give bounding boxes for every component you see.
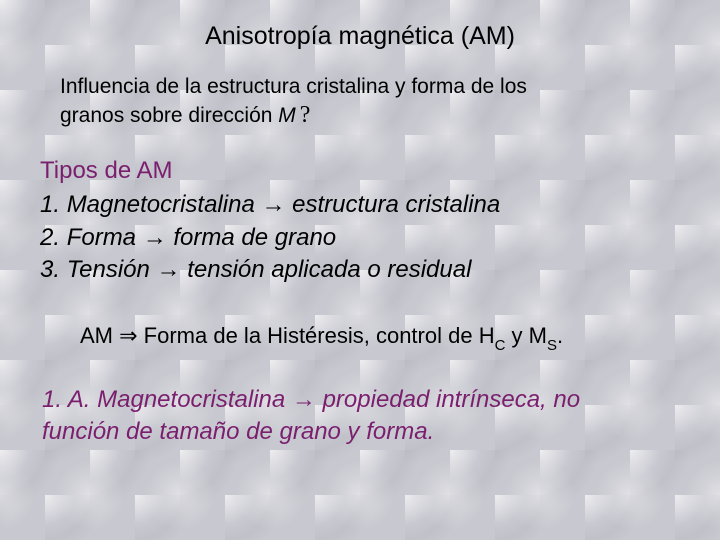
am-sub-hc: C [495,337,506,354]
tipos-3-num: 3. [40,256,60,283]
tipos-item-1: 1. Magnetocristalina → estructura crista… [40,189,680,221]
am-end: . [557,323,563,348]
magnetocristalina-note: 1. A. Magnetocristalina → propiedad intr… [42,384,660,449]
am-sub-ms: S [547,337,557,354]
tipos-item-3: 3. Tensión → tensión aplicada o residual [40,254,680,286]
intro-question: ? [300,102,311,128]
slide-title: Anisotropía magnética (AM) [40,22,680,51]
tipos-1-desc: estructura cristalina [292,191,500,218]
am-mid2: y M [505,323,547,348]
tipos-list: 1. Magnetocristalina → estructura crista… [40,189,680,286]
am-consequence: AM ⇒ Forma de la Histéresis, control de … [80,323,680,352]
arrow-icon: → [292,386,316,413]
intro-M: M [278,104,296,127]
tipos-heading: Tipos de AM [40,157,680,185]
intro-line1: Influencia de la estructura cristalina y… [60,75,527,98]
am-mid: Forma de la Histéresis, control de H [138,323,495,348]
tipos-1-name: Magnetocristalina [67,191,255,218]
intro-paragraph: Influencia de la estructura cristalina y… [60,73,640,131]
tipos-3-desc: tensión aplicada o residual [187,256,471,283]
double-arrow-icon: ⇒ [119,323,137,348]
intro-line2a: granos sobre dirección [60,104,278,127]
arrow-icon: → [157,256,181,283]
tipos-2-num: 2. [40,224,60,251]
tipos-3-name: Tensión [67,256,150,283]
magneto-num: 1. [42,386,68,413]
tipos-2-desc: forma de grano [173,224,336,251]
arrow-icon: → [143,224,167,251]
am-pre: AM [80,323,119,348]
tipos-1-num: 1. [40,191,60,218]
tipos-2-name: Forma [67,224,136,251]
slide-content: Anisotropía magnética (AM) Influencia de… [0,0,720,540]
magneto-text1: A. Magnetocristalina [68,386,292,413]
tipos-item-2: 2. Forma → forma de grano [40,222,680,254]
arrow-icon: → [261,191,285,218]
